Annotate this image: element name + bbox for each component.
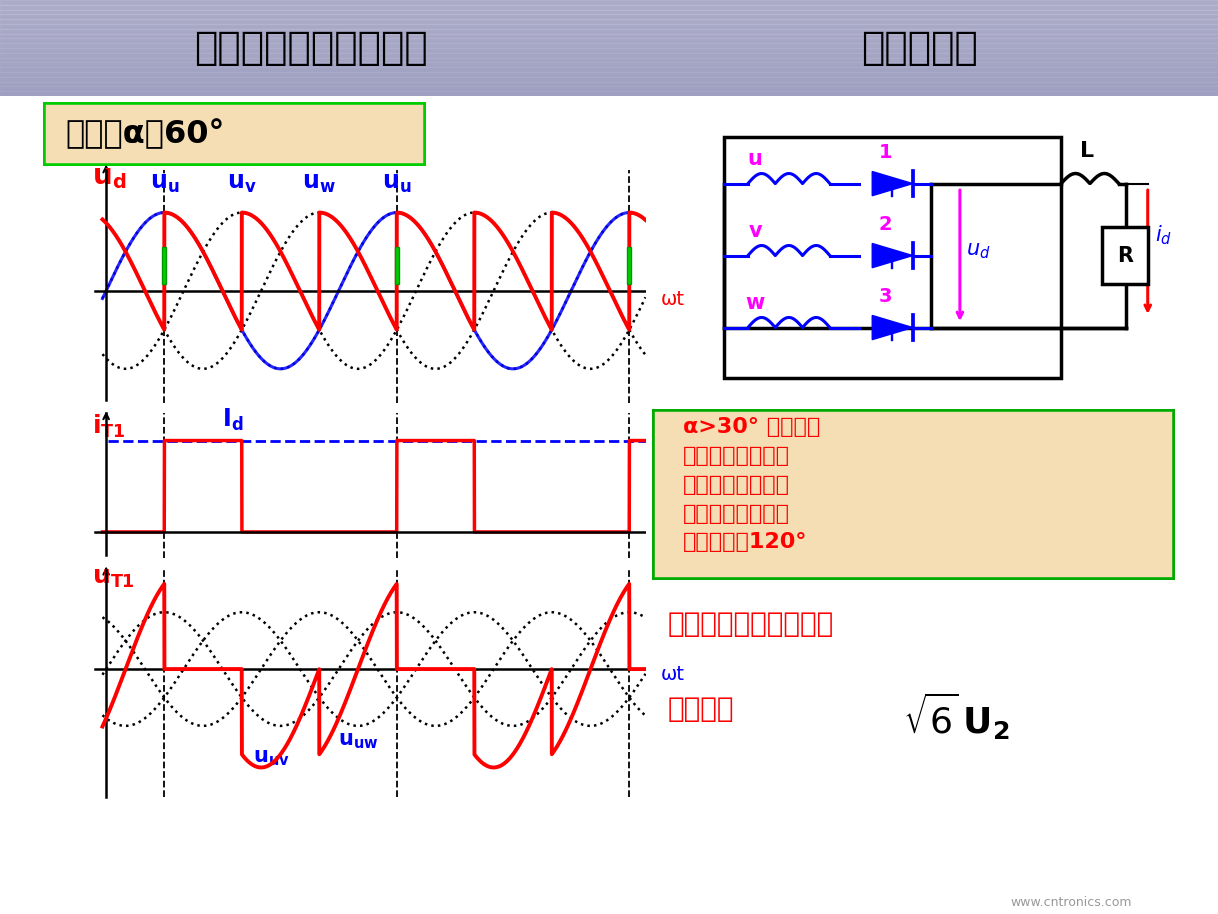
Text: www.cntronics.com: www.cntronics.com bbox=[1011, 897, 1133, 909]
Text: $\mathbf{I_d}$: $\mathbf{I_d}$ bbox=[222, 407, 242, 433]
Bar bbox=[0, 53, 1218, 58]
Bar bbox=[0, 34, 1218, 38]
Text: ωt: ωt bbox=[660, 290, 685, 309]
Bar bbox=[627, 247, 631, 284]
Text: ωt: ωt bbox=[660, 665, 685, 685]
Bar bbox=[162, 247, 167, 284]
Bar bbox=[0, 62, 1218, 68]
Bar bbox=[0, 10, 1218, 15]
Text: v: v bbox=[748, 221, 762, 241]
Text: 电感性负载: 电感性负载 bbox=[861, 29, 978, 67]
Text: $\mathbf{u_d}$: $\mathbf{u_d}$ bbox=[93, 164, 127, 191]
Bar bbox=[0, 58, 1218, 62]
Text: 控制角α＝60°: 控制角α＝60° bbox=[66, 119, 225, 150]
Polygon shape bbox=[872, 243, 912, 268]
Text: $\mathbf{u_{uw}}$: $\mathbf{u_{uw}}$ bbox=[337, 731, 379, 751]
Bar bbox=[0, 81, 1218, 87]
Bar bbox=[0, 43, 1218, 48]
Bar bbox=[0, 87, 1218, 91]
Text: w: w bbox=[745, 292, 765, 313]
Bar bbox=[0, 5, 1218, 10]
Polygon shape bbox=[872, 315, 912, 340]
Text: ωt: ωt bbox=[660, 528, 685, 547]
Text: 1: 1 bbox=[878, 143, 892, 162]
Text: $i_d$: $i_d$ bbox=[1155, 223, 1172, 247]
Bar bbox=[0, 68, 1218, 72]
Text: $\mathbf{u_u}$: $\mathbf{u_u}$ bbox=[382, 171, 412, 196]
Text: $\mathbf{u_v}$: $\mathbf{u_v}$ bbox=[227, 171, 257, 196]
Text: 2: 2 bbox=[878, 215, 892, 234]
Bar bbox=[0, 91, 1218, 96]
Text: α>30° 时，电压
波形出现负值，波
形连续，输出电压
平均值下降，晶闸
管导通角为120°: α>30° 时，电压 波形出现负值，波 形连续，输出电压 平均值下降，晶闸 管导… bbox=[683, 417, 820, 552]
Bar bbox=[0, 19, 1218, 24]
Bar bbox=[395, 247, 398, 284]
Polygon shape bbox=[872, 172, 912, 196]
Text: 三相半波可控整流电路: 三相半波可控整流电路 bbox=[194, 29, 428, 67]
Text: $\mathbf{u_w}$: $\mathbf{u_w}$ bbox=[302, 171, 336, 196]
Bar bbox=[0, 29, 1218, 34]
Bar bbox=[1102, 227, 1147, 284]
Bar bbox=[0, 38, 1218, 43]
Text: $\mathbf{u_u}$: $\mathbf{u_u}$ bbox=[150, 171, 179, 196]
Text: $u_d$: $u_d$ bbox=[966, 241, 990, 261]
Text: $\mathbf{u_{T1}}$: $\mathbf{u_{T1}}$ bbox=[93, 566, 135, 590]
Text: $\sqrt{6}\,\mathbf{U_2}$: $\sqrt{6}\,\mathbf{U_2}$ bbox=[903, 690, 1010, 741]
Text: R: R bbox=[1117, 246, 1133, 266]
Text: L: L bbox=[1080, 141, 1095, 161]
Bar bbox=[0, 24, 1218, 29]
Text: 晶闸管承受的最大正反: 晶闸管承受的最大正反 bbox=[667, 610, 833, 638]
Bar bbox=[0, 77, 1218, 81]
Bar bbox=[0, 48, 1218, 53]
Text: $\mathbf{u_{uv}}$: $\mathbf{u_{uv}}$ bbox=[253, 749, 290, 769]
Text: 向压降为: 向压降为 bbox=[667, 695, 733, 723]
Bar bbox=[723, 137, 1061, 378]
Text: 3: 3 bbox=[878, 287, 892, 305]
Bar bbox=[0, 15, 1218, 19]
Text: $\mathbf{i_{T1}}$: $\mathbf{i_{T1}}$ bbox=[93, 413, 125, 441]
Bar bbox=[0, 72, 1218, 77]
Text: u: u bbox=[748, 149, 762, 169]
Bar bbox=[0, 0, 1218, 5]
